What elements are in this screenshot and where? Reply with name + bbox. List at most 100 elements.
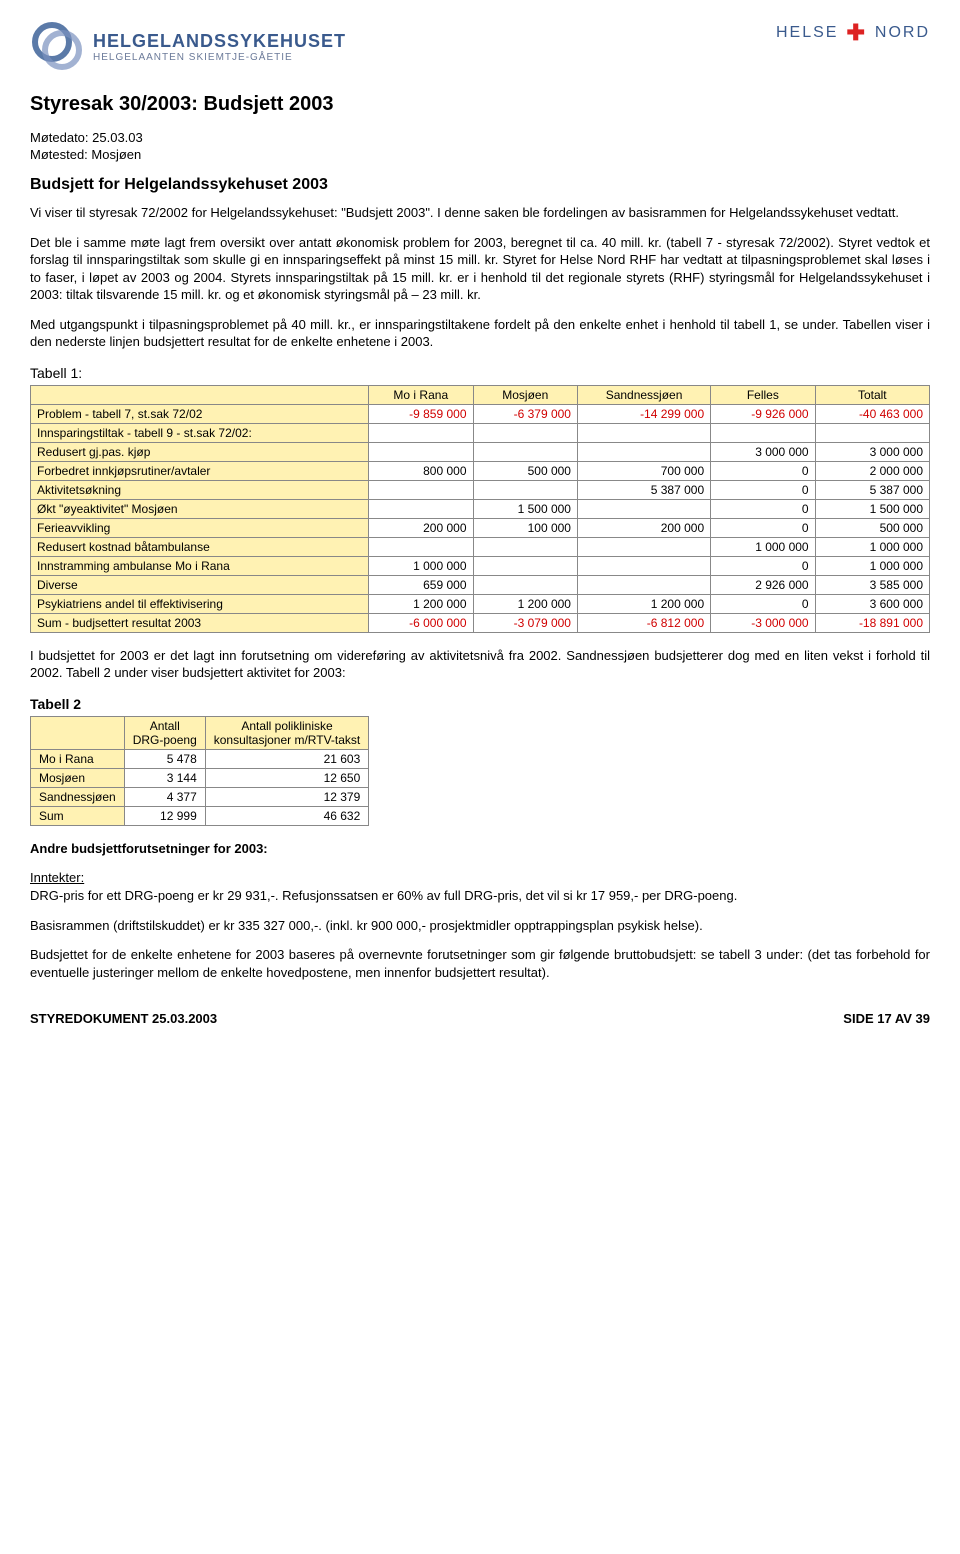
data-cell: 46 632 xyxy=(205,806,369,825)
data-cell xyxy=(473,480,577,499)
page-title: Styresak 30/2003: Budsjett 2003 xyxy=(30,93,930,116)
data-cell: 0 xyxy=(711,499,815,518)
table-row: Forbedret innkjøpsrutiner/avtaler800 000… xyxy=(31,461,930,480)
data-cell: 2 926 000 xyxy=(711,575,815,594)
data-cell: 1 200 000 xyxy=(473,594,577,613)
table1-header-cell: Totalt xyxy=(815,385,929,404)
data-cell xyxy=(369,480,473,499)
table1-header-cell: Mosjøen xyxy=(473,385,577,404)
data-cell: 2 000 000 xyxy=(815,461,929,480)
data-cell: 4 377 xyxy=(124,787,205,806)
row-label-cell: Aktivitetsøkning xyxy=(31,480,369,499)
data-cell: 0 xyxy=(711,594,815,613)
data-cell xyxy=(577,556,710,575)
table2-header-cell xyxy=(31,716,125,749)
data-cell: -6 379 000 xyxy=(473,404,577,423)
data-cell: 200 000 xyxy=(577,518,710,537)
table1-label: Tabell 1: xyxy=(30,365,930,381)
table-row: Sum - budjsettert resultat 2003-6 000 00… xyxy=(31,613,930,632)
data-cell: 5 387 000 xyxy=(577,480,710,499)
data-cell: 100 000 xyxy=(473,518,577,537)
data-cell: 1 500 000 xyxy=(815,499,929,518)
data-cell: 12 379 xyxy=(205,787,369,806)
row-label-cell: Redusert kostnad båtambulanse xyxy=(31,537,369,556)
other-heading: Andre budsjettforutsetninger for 2003: xyxy=(30,840,930,858)
table-row: Økt "øyeaktivitet" Mosjøen1 500 00001 50… xyxy=(31,499,930,518)
data-cell xyxy=(577,537,710,556)
table-row: Redusert gj.pas. kjøp 3 000 0003 000 000 xyxy=(31,442,930,461)
data-cell: -18 891 000 xyxy=(815,613,929,632)
data-cell xyxy=(815,423,929,442)
data-cell xyxy=(473,423,577,442)
row-label-cell: Innstramming ambulanse Mo i Rana xyxy=(31,556,369,575)
paragraph-3: Med utgangspunkt i tilpasningsproblemet … xyxy=(30,316,930,351)
data-cell: -6 000 000 xyxy=(369,613,473,632)
table2-header-cell: Antall polikliniskekonsultasjoner m/RTV-… xyxy=(205,716,369,749)
data-cell: 1 000 000 xyxy=(815,537,929,556)
data-cell: 3 000 000 xyxy=(815,442,929,461)
data-cell: 12 650 xyxy=(205,768,369,787)
data-cell: -6 812 000 xyxy=(577,613,710,632)
paragraph-4: I budsjettet for 2003 er det lagt inn fo… xyxy=(30,647,930,682)
row-label-cell: Sum xyxy=(31,806,125,825)
paragraph-1: Vi viser til styresak 72/2002 for Helgel… xyxy=(30,204,930,222)
data-cell xyxy=(473,537,577,556)
data-cell: 800 000 xyxy=(369,461,473,480)
data-cell: -14 299 000 xyxy=(577,404,710,423)
data-cell xyxy=(577,499,710,518)
table2-header-cell: AntallDRG-poeng xyxy=(124,716,205,749)
data-cell: 3 000 000 xyxy=(711,442,815,461)
plus-icon: ✚ xyxy=(846,20,866,46)
paragraph-5: DRG-pris for ett DRG-poeng er kr 29 931,… xyxy=(30,888,737,903)
paragraph-2: Det ble i samme møte lagt frem oversikt … xyxy=(30,234,930,304)
logo-right-block: HELSE ✚ NORD xyxy=(776,20,930,46)
row-label-cell: Redusert gj.pas. kjøp xyxy=(31,442,369,461)
data-cell: 500 000 xyxy=(473,461,577,480)
logo-text: HELGELANDSSYKEHUSET HELGELAANTEN SKIEMTJ… xyxy=(93,32,346,63)
data-cell xyxy=(473,556,577,575)
table-row: Mo i Rana5 47821 603 xyxy=(31,749,369,768)
row-label-cell: Innsparingstiltak - tabell 9 - st.sak 72… xyxy=(31,423,369,442)
data-cell: -9 926 000 xyxy=(711,404,815,423)
data-cell: -3 079 000 xyxy=(473,613,577,632)
table2: AntallDRG-poengAntall polikliniskekonsul… xyxy=(30,716,369,826)
table1-header-cell: Mo i Rana xyxy=(369,385,473,404)
row-label-cell: Ferieavvikling xyxy=(31,518,369,537)
data-cell: 1 500 000 xyxy=(473,499,577,518)
table2-label: Tabell 2 xyxy=(30,696,930,712)
footer-right: SIDE 17 AV 39 xyxy=(843,1011,930,1026)
table1-header-cell xyxy=(31,385,369,404)
row-label-cell: Diverse xyxy=(31,575,369,594)
data-cell: 3 600 000 xyxy=(815,594,929,613)
data-cell xyxy=(577,423,710,442)
rings-icon xyxy=(30,20,85,75)
data-cell: 3 144 xyxy=(124,768,205,787)
data-cell: 1 200 000 xyxy=(369,594,473,613)
data-cell xyxy=(369,537,473,556)
table1: Mo i RanaMosjøenSandnessjøenFellesTotalt… xyxy=(30,385,930,633)
page-footer: STYREDOKUMENT 25.03.2003 SIDE 17 AV 39 xyxy=(30,1011,930,1026)
data-cell: 200 000 xyxy=(369,518,473,537)
logo-sub-text: HELGELAANTEN SKIEMTJE-GÅETIE xyxy=(93,52,346,63)
meeting-place: Møtested: Mosjøen xyxy=(30,147,930,162)
paragraph-6: Basisrammen (driftstilskuddet) er kr 335… xyxy=(30,917,930,935)
data-cell: -9 859 000 xyxy=(369,404,473,423)
row-label-cell: Problem - tabell 7, st.sak 72/02 xyxy=(31,404,369,423)
logo-left-block: HELGELANDSSYKEHUSET HELGELAANTEN SKIEMTJ… xyxy=(30,20,346,75)
data-cell xyxy=(369,423,473,442)
row-label-cell: Sandnessjøen xyxy=(31,787,125,806)
meeting-date: Møtedato: 25.03.03 xyxy=(30,130,930,145)
table-row: Sandnessjøen4 37712 379 xyxy=(31,787,369,806)
logo-main-text: HELGELANDSSYKEHUSET xyxy=(93,32,346,52)
data-cell xyxy=(473,442,577,461)
data-cell: 1 200 000 xyxy=(577,594,710,613)
data-cell: 700 000 xyxy=(577,461,710,480)
data-cell xyxy=(577,575,710,594)
inntekter-label: Inntekter: xyxy=(30,870,84,885)
row-label-cell: Mo i Rana xyxy=(31,749,125,768)
paragraph-7: Budsjettet for de enkelte enhetene for 2… xyxy=(30,946,930,981)
data-cell: 1 000 000 xyxy=(369,556,473,575)
data-cell xyxy=(369,499,473,518)
data-cell: 5 478 xyxy=(124,749,205,768)
data-cell: 500 000 xyxy=(815,518,929,537)
